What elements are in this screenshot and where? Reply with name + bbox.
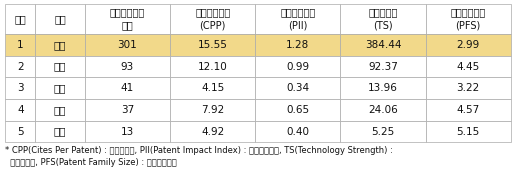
Bar (85, 99, 170, 121)
Bar (426, 121, 511, 142)
Bar (85, 4, 170, 34)
Bar (5, 99, 36, 121)
Bar (5, 77, 36, 99)
Bar (36, 34, 85, 56)
Bar (170, 4, 255, 34)
Text: 0.34: 0.34 (286, 83, 310, 93)
Text: 순위: 순위 (14, 14, 26, 24)
Text: * CPP(Cites Per Patent) : 인용도지수, PII(Patent Impact Index) : 특허영향지수, TS(Technolog: * CPP(Cites Per Patent) : 인용도지수, PII(Pat… (5, 146, 393, 167)
Text: 국가: 국가 (54, 14, 66, 24)
Text: 특허영향지수
(PII): 특허영향지수 (PII) (280, 8, 315, 30)
Bar (170, 34, 255, 56)
Bar (85, 34, 170, 56)
Text: 영국: 영국 (54, 127, 67, 137)
Text: 4.57: 4.57 (457, 105, 480, 115)
Text: 301: 301 (118, 40, 137, 50)
Text: 미국: 미국 (54, 40, 67, 50)
Text: 4.15: 4.15 (201, 83, 224, 93)
Text: 한국: 한국 (54, 83, 67, 93)
Bar (5, 4, 36, 34)
Bar (255, 34, 341, 56)
Text: 3.22: 3.22 (457, 83, 480, 93)
Bar (426, 4, 511, 34)
Bar (170, 56, 255, 77)
Bar (5, 34, 36, 56)
Bar (170, 99, 255, 121)
Text: 384.44: 384.44 (365, 40, 401, 50)
Bar (255, 56, 341, 77)
Bar (426, 56, 511, 77)
Bar (85, 56, 170, 77)
Text: 0.40: 0.40 (286, 127, 310, 137)
Bar (341, 99, 426, 121)
Bar (36, 99, 85, 121)
Text: 5.25: 5.25 (372, 127, 395, 137)
Text: 13: 13 (121, 127, 134, 137)
Text: 2.99: 2.99 (457, 40, 480, 50)
Text: 24.06: 24.06 (368, 105, 398, 115)
Text: 시장확보지수
(PFS): 시장확보지수 (PFS) (450, 8, 486, 30)
Bar (426, 99, 511, 121)
Bar (426, 77, 511, 99)
Bar (341, 77, 426, 99)
Bar (341, 56, 426, 77)
Text: 4.92: 4.92 (201, 127, 224, 137)
Text: 5.15: 5.15 (457, 127, 480, 137)
Bar (341, 4, 426, 34)
Bar (255, 77, 341, 99)
Text: 92.37: 92.37 (368, 62, 398, 72)
Bar (36, 121, 85, 142)
Bar (170, 121, 255, 142)
Text: 12.10: 12.10 (198, 62, 228, 72)
Bar (36, 56, 85, 77)
Text: 일본: 일본 (54, 62, 67, 72)
Text: 독일: 독일 (54, 105, 67, 115)
Bar (85, 121, 170, 142)
Text: 4.45: 4.45 (457, 62, 480, 72)
Bar (85, 77, 170, 99)
Text: 4: 4 (17, 105, 24, 115)
Text: 13.96: 13.96 (368, 83, 398, 93)
Text: 7.92: 7.92 (201, 105, 224, 115)
Bar (341, 34, 426, 56)
Text: 15.55: 15.55 (198, 40, 228, 50)
Bar (255, 99, 341, 121)
Bar (170, 77, 255, 99)
Text: 41: 41 (121, 83, 134, 93)
Text: 2: 2 (17, 62, 24, 72)
Text: 93: 93 (121, 62, 134, 72)
Text: 미국등록특허
건수: 미국등록특허 건수 (110, 8, 145, 30)
Text: 0.99: 0.99 (286, 62, 310, 72)
Bar (341, 121, 426, 142)
Text: 37: 37 (121, 105, 134, 115)
Text: 1.28: 1.28 (286, 40, 310, 50)
Bar (5, 56, 36, 77)
Text: 5: 5 (17, 127, 24, 137)
Text: 0.65: 0.65 (286, 105, 310, 115)
Bar (36, 4, 85, 34)
Text: 피인용도지수
(CPP): 피인용도지수 (CPP) (195, 8, 230, 30)
Bar (426, 34, 511, 56)
Text: 1: 1 (17, 40, 24, 50)
Bar (255, 121, 341, 142)
Bar (36, 77, 85, 99)
Text: 3: 3 (17, 83, 24, 93)
Bar (5, 121, 36, 142)
Text: 기술력지수
(TS): 기술력지수 (TS) (368, 8, 398, 30)
Bar (255, 4, 341, 34)
